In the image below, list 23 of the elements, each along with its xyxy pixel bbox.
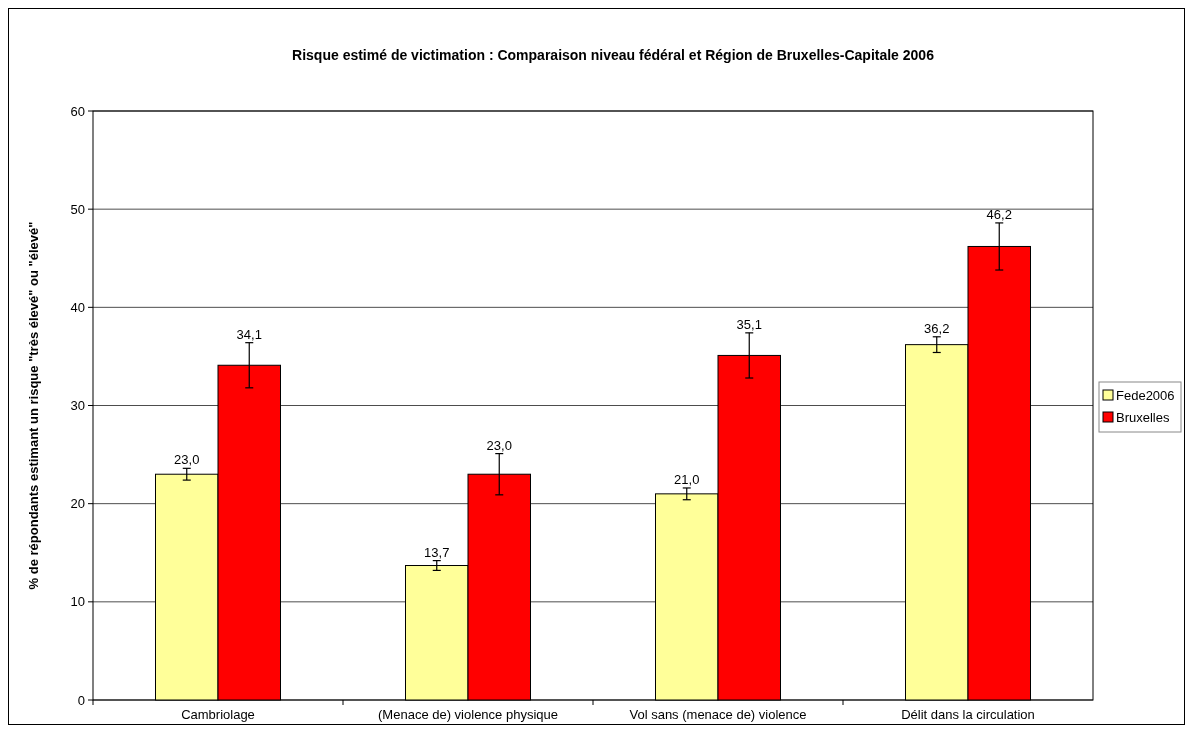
y-tick-label: 50 (70, 201, 85, 217)
y-tick-label: 20 (70, 496, 85, 512)
y-tick-label: 30 (70, 398, 85, 414)
y-tick-label: 40 (70, 299, 85, 315)
y-tick-label: 60 (70, 103, 85, 119)
y-axis-title: % de répondants estimant un risque "très élevé" ou "élevé" (26, 221, 41, 590)
chart-title: Risque estimé de victimation : Comparaison niveau fédéral et Région de Bruxelles-Capitale 2006 (292, 47, 935, 63)
data-label: 21,0 (674, 471, 700, 487)
data-label: 13,7 (424, 544, 450, 560)
data-label: 36,2 (924, 320, 950, 336)
data-label: 23,0 (486, 437, 512, 453)
data-label: 23,0 (174, 452, 200, 468)
y-tick-label: 10 (70, 594, 85, 610)
y-tick-label: 0 (77, 692, 85, 708)
x-tick-label: Délit dans la circulation (901, 707, 1035, 722)
legend-label: Bruxelles (1116, 409, 1170, 425)
data-label: 34,1 (236, 326, 262, 342)
data-label: 46,2 (986, 206, 1012, 222)
x-tick-label: Vol sans (menace de) violence (629, 707, 807, 722)
legend-label: Fede2006 (1116, 387, 1175, 403)
data-label: 35,1 (736, 316, 762, 332)
x-tick-label: Cambriolage (181, 707, 255, 722)
x-tick-label: (Menace de) violence physique (378, 707, 558, 722)
